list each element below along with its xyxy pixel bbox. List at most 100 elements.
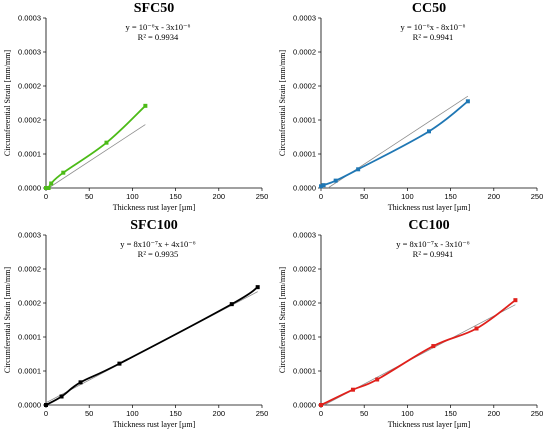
y-tick-label: 0.0001 — [293, 367, 316, 376]
data-point — [44, 186, 48, 190]
data-point — [356, 167, 361, 172]
x-tick-label: 100 — [126, 409, 139, 418]
y-tick-label: 0.0003 — [18, 231, 41, 240]
x-tick-label: 100 — [126, 192, 139, 201]
series-line — [45, 105, 146, 190]
x-tick-label: 0 — [44, 409, 48, 418]
y-tick-label: 0.0000 — [293, 184, 316, 193]
data-point — [59, 394, 64, 399]
chart-svg-sfc100: SFC100 y = 8x10⁻⁷x + 4x10⁻⁶R² = 0.9935 0 50… — [3, 218, 269, 429]
x-tick-label: 200 — [488, 192, 501, 201]
x-tick-label: 250 — [256, 409, 269, 418]
chart-svg-cc50: CC50 y = 10⁻⁶x - 8x10⁻⁶R² = 0.9941 0 50 100 1… — [278, 1, 544, 212]
x-tick-label: 150 — [444, 192, 457, 201]
y-tick-label: 0.0000 — [18, 184, 41, 193]
chart-svg-sfc50: SFC50 y = 10⁻⁶x - 3x10⁻⁶R² = 0.9934 0 50 100… — [3, 1, 269, 212]
x-tick-label: 50 — [85, 409, 93, 418]
y-tick-label: 0.0002 — [18, 116, 41, 125]
data-point — [427, 129, 431, 134]
x-tick-label: 250 — [531, 409, 544, 418]
data-point — [49, 181, 54, 186]
x-tick-label: 200 — [213, 192, 226, 201]
data-point — [319, 184, 323, 189]
y-tick-label: 0.0002 — [18, 265, 41, 274]
data-point — [321, 183, 326, 188]
x-tick-label: 200 — [488, 409, 501, 418]
chart-title: SFC100 — [130, 218, 177, 233]
y-tick-label: 0.0001 — [293, 116, 316, 125]
y-tick-label: 0.0003 — [293, 231, 316, 240]
data-point — [229, 302, 234, 307]
y-tick-label: 0.0002 — [293, 48, 316, 57]
chart-panel-sfc100: SFC100 y = 8x10⁻⁷x + 4x10⁻⁶ R² = 0.9935 0 50… — [0, 217, 275, 434]
series-line — [320, 299, 516, 406]
data-point — [513, 298, 518, 303]
x-axis-label: Thickness rust layer [µm] — [113, 203, 196, 212]
chart-panel-cc100: CC100 y = 8x10⁻⁷x - 3x10⁻⁶ R² = 0.9941 0 50 1… — [275, 217, 550, 434]
chart-title: CC50 — [412, 1, 446, 16]
trend-equation: y = 10⁻⁶x - 8x10⁻⁶ — [400, 22, 465, 32]
r-squared: R² = 0.9934 — [138, 32, 179, 42]
x-tick-label: 100 — [401, 192, 414, 201]
series-line — [45, 286, 259, 406]
data-point — [319, 403, 323, 407]
y-axis-label: Circumferential Strain [mm/mm] — [278, 267, 287, 374]
data-point — [117, 361, 122, 366]
trend-line — [48, 124, 146, 189]
x-tick-label: 50 — [360, 192, 368, 201]
r-squared: R² = 0.9935 — [138, 249, 179, 259]
trend-equation: y = 8x10⁻⁷x + 4x10⁻⁶ — [120, 239, 196, 249]
data-point — [431, 344, 436, 349]
data-point — [333, 178, 338, 183]
data-point — [104, 140, 109, 145]
data-point — [46, 186, 51, 190]
x-axis-label: Thickness rust layer [µm] — [388, 203, 471, 212]
chart-title: SFC50 — [134, 1, 174, 16]
x-tick-label: 100 — [401, 409, 414, 418]
x-tick-label: 150 — [169, 192, 182, 201]
chart-title: CC100 — [408, 218, 449, 233]
y-tick-label: 0.0000 — [293, 401, 316, 410]
data-point — [375, 377, 380, 382]
chart-svg-cc100: CC100 y = 8x10⁻⁷x - 3x10⁻⁶R² = 0.9941 0 50 1… — [278, 218, 544, 429]
y-tick-label: 0.0001 — [293, 333, 316, 342]
trend-equation: y = 8x10⁻⁷x - 3x10⁻⁶ — [396, 239, 470, 249]
y-tick-label: 0.0003 — [293, 14, 316, 23]
y-tick-label: 0.0001 — [293, 150, 316, 159]
y-tick-label: 0.0000 — [18, 401, 41, 410]
x-tick-label: 200 — [213, 409, 226, 418]
y-tick-label: 0.0002 — [293, 82, 316, 91]
data-point — [143, 103, 148, 108]
x-tick-label: 150 — [444, 409, 457, 418]
x-tick-label: 250 — [531, 192, 544, 201]
r-squared: R² = 0.9941 — [413, 249, 454, 259]
series-line — [320, 100, 469, 188]
x-axis-label: Thickness rust layer [µm] — [113, 420, 196, 429]
y-tick-label: 0.0003 — [18, 14, 41, 23]
r-squared: R² = 0.9941 — [413, 32, 454, 42]
x-axis-label: Thickness rust layer [µm] — [388, 420, 471, 429]
data-point — [465, 99, 470, 104]
y-axis-label: Circumferential Strain [mm/mm] — [278, 50, 287, 157]
y-tick-label: 0.0002 — [18, 299, 41, 308]
x-tick-label: 50 — [85, 192, 93, 201]
data-point — [61, 170, 66, 175]
y-tick-label: 0.0003 — [18, 48, 41, 57]
x-tick-label: 0 — [44, 192, 48, 201]
y-axis-label: Circumferential Strain [mm/mm] — [3, 267, 12, 374]
y-tick-label: 0.0002 — [293, 265, 316, 274]
y-tick-label: 0.0002 — [293, 299, 316, 308]
y-tick-label: 0.0002 — [18, 82, 41, 91]
data-point — [44, 403, 48, 407]
x-tick-label: 50 — [360, 409, 368, 418]
y-tick-label: 0.0001 — [18, 150, 41, 159]
trend-equation: y = 10⁻⁶x - 3x10⁻⁶ — [125, 22, 190, 32]
data-point — [350, 387, 355, 392]
y-axis-label: Circumferential Strain [mm/mm] — [3, 50, 12, 157]
data-point — [474, 326, 479, 331]
x-tick-label: 0 — [319, 409, 323, 418]
chart-panel-cc50: CC50 y = 10⁻⁶x - 8x10⁻⁶ R² = 0.9941 0 50 100 1… — [275, 0, 550, 217]
x-tick-label: 250 — [256, 192, 269, 201]
data-point — [78, 380, 83, 385]
data-point — [255, 285, 260, 290]
